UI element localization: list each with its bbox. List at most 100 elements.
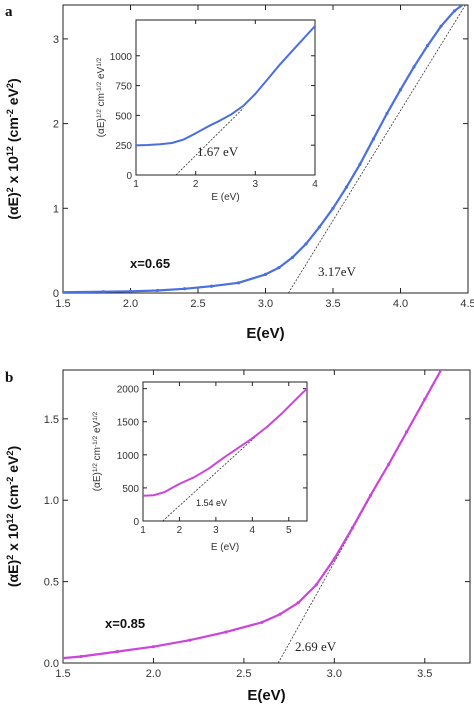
inset-bandgap-label: 1.67 eV <box>197 144 239 159</box>
main-a-xtick-label: 1.5 <box>55 298 70 310</box>
main-a-series-point <box>317 225 322 229</box>
bandgap-label: 3.17eV <box>318 264 357 279</box>
main-a-xtick-label: 3.5 <box>325 298 340 310</box>
main-a-ytick-label: 0 <box>53 288 59 300</box>
main-b-series-point <box>405 430 409 434</box>
main-b-series-point <box>368 493 373 497</box>
inset-a-ytick-label: 250 <box>115 141 132 152</box>
inset-y-axis-label: (αE)1/2 cm-1/2 eV1/2 <box>96 57 108 137</box>
main-a-xtick-label: 4.5 <box>460 298 474 310</box>
inset-b-series-line <box>143 387 307 497</box>
inset-b-fit-line <box>162 426 268 521</box>
main-a-series-point <box>398 88 403 92</box>
main-b-series-point <box>314 583 318 587</box>
main-a-series-point <box>209 284 214 288</box>
main-a-series-point <box>182 287 187 291</box>
main-b-xtick-label: 3.0 <box>327 668 342 680</box>
main-a-ytick-label: 3 <box>53 34 59 46</box>
main-a-series-point <box>304 242 308 246</box>
inset-b-ytick-label: 0 <box>133 517 139 528</box>
inset-b-ytick-label: 2000 <box>117 385 140 396</box>
inset-a: 1 2 3 4 0 250 500 750 1000 1.67 eV E (eV) (αE)1/2 c… <box>96 19 318 203</box>
main-b-series-point <box>387 462 391 467</box>
inset-a-series-line <box>136 25 315 147</box>
main-b-xtick-label: 2.5 <box>236 668 251 680</box>
main-b-series-point <box>115 650 119 654</box>
main-a-series-point <box>277 265 281 270</box>
main-a-series-point <box>385 111 389 116</box>
main-a-ytick-label: 2 <box>53 119 59 131</box>
main-b-series-point <box>224 630 228 634</box>
main-b-series-point <box>350 526 355 530</box>
main-a-xtick-label: 3.0 <box>258 298 273 310</box>
main-a-plot-area <box>63 0 469 293</box>
main-b-plot-area <box>63 365 444 663</box>
main-a-series-point <box>63 290 65 293</box>
bandgap-label: 2.69 eV <box>295 639 337 654</box>
main-b-series-point <box>441 365 444 368</box>
main-a-series-point <box>412 65 416 69</box>
x-axis-label: E(eV) <box>246 325 284 342</box>
panel-a: 1.5 2.0 2.5 3.0 3.5 4.0 4.50123ax=0.653.17eVE(… <box>5 0 474 342</box>
inset-x-axis-label: E (eV) <box>211 542 239 553</box>
inset-bandgap-label: 1.54 eV <box>196 498 227 508</box>
main-a-series-point <box>371 137 376 141</box>
x-axis-label: E(eV) <box>247 687 285 704</box>
inset-a-xtick-label: 3 <box>253 179 259 190</box>
main-a-series-point <box>263 272 268 276</box>
inset-b-ytick-label: 500 <box>122 484 139 495</box>
main-a-series-point <box>236 281 241 285</box>
inset-a-frame <box>135 19 316 176</box>
y-axis-label: (αE)2 x 1012 (cm-2 eV2) <box>5 446 21 587</box>
main-b-xtick-label: 2.0 <box>146 668 161 680</box>
inset-a-fit-line <box>175 107 244 175</box>
main-b-series-point <box>296 601 300 605</box>
inset-a-ytick-label: 500 <box>115 111 132 122</box>
main-a-series-point <box>452 9 457 13</box>
inset-b-xtick-label: 2 <box>177 525 183 536</box>
inset-y-axis-label: (αE)1/2 cm-1/2 eV1/2 <box>92 411 104 491</box>
main-b-xtick-label: 1.5 <box>55 668 70 680</box>
panel-label: b <box>5 370 13 386</box>
main-b-series-point <box>423 397 427 401</box>
main-b-series-point <box>188 638 192 642</box>
inset-b-xtick-label: 3 <box>213 525 219 536</box>
inset-a-xtick-label: 2 <box>193 179 199 190</box>
main-b-ytick-label: 1.0 <box>44 495 59 507</box>
main-b-series-point <box>151 645 156 649</box>
inset-b-plot-area <box>143 387 307 521</box>
panel-label: a <box>5 4 13 20</box>
main-b-xtick-label: 3.5 <box>417 668 432 680</box>
main-a-series-point <box>331 206 335 210</box>
main-a-xtick-label: 2.0 <box>123 298 138 310</box>
composition-label: x=0.85 <box>105 616 145 631</box>
main-a-xtick-label: 4.0 <box>393 298 408 310</box>
inset-a-plot-area <box>136 25 315 175</box>
inset-b-ytick-label: 1000 <box>117 451 140 462</box>
inset-x-axis-label: E (eV) <box>211 192 239 203</box>
main-a-series-point <box>358 162 362 166</box>
main-a-series-point <box>101 290 106 293</box>
main-a-series-point <box>155 288 160 293</box>
main-a-series-point <box>290 255 295 260</box>
main-a-series-point <box>425 44 430 48</box>
inset-b-xtick-label: 5 <box>286 525 292 536</box>
inset-a-ytick-label: 1000 <box>110 52 133 63</box>
main-a-series-point <box>344 185 349 189</box>
main-b-ytick-label: 0.5 <box>44 577 59 589</box>
panel-b: 1.5 2.0 2.5 3.0 3.5 0.0 0.5 1.0 1.5 b x=0.85 2.69 e… <box>5 365 471 704</box>
main-b-ytick-label: 1.5 <box>44 414 59 426</box>
inset-a-ytick-label: 750 <box>115 82 132 93</box>
inset-b-xtick-label: 4 <box>250 525 256 536</box>
inset-b-frame <box>142 381 308 522</box>
main-a-series-point <box>466 0 469 2</box>
inset-a-ytick-label: 0 <box>126 171 132 182</box>
main-b-series-point <box>63 656 65 660</box>
inset-a-xtick-label: 1 <box>133 179 139 190</box>
inset-a-xtick-label: 4 <box>312 179 318 190</box>
main-b-series-point <box>332 557 336 561</box>
main-b-series-point <box>278 612 282 616</box>
main-a-xtick-label: 2.5 <box>190 298 205 310</box>
inset-b: 1 2 3 4 5 0 500 1000 1500 2000 1.54 eV E (eV) (αE)1/… <box>92 381 308 553</box>
